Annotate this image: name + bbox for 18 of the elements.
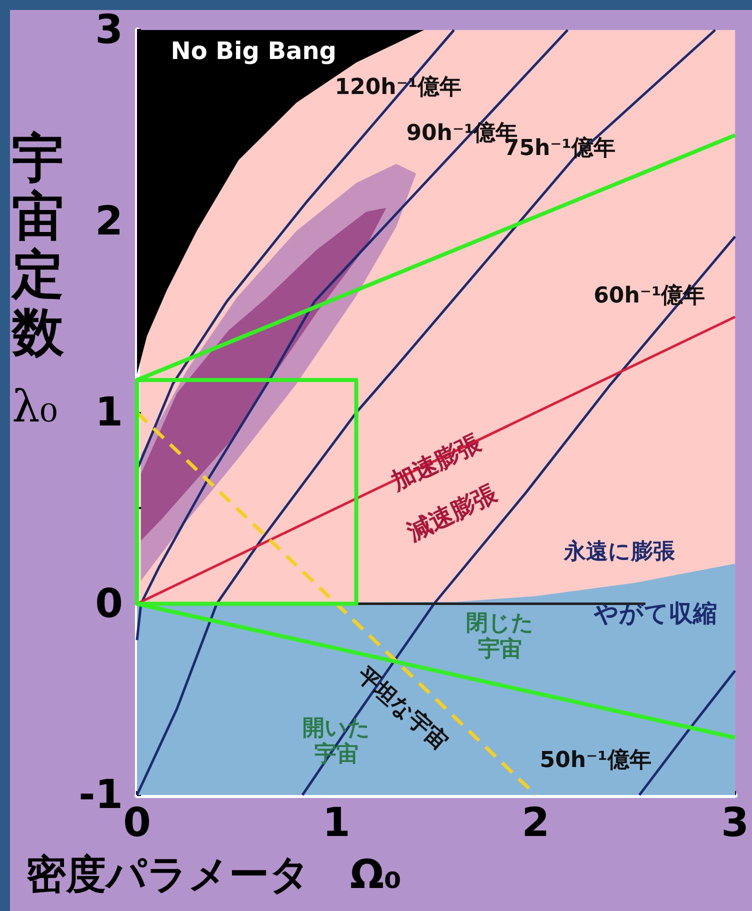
y-tick-label: 2 [95,198,123,244]
y-tick-label: -1 [78,772,123,818]
annotation: 永遠に膨張 [562,538,676,565]
x-tick-label: 0 [123,800,151,846]
annotation: 60h⁻¹億年 [594,283,706,308]
line-series [301,235,736,796]
annotation: 閉じた宇宙 [466,610,534,662]
y-tick-label: 0 [95,580,123,627]
annotation: 50h⁻¹億年 [540,748,652,774]
y-tick-label: 1 [95,390,123,436]
y-tick-label: 3 [95,7,123,53]
annotation: やがて収縮 [592,599,717,628]
x-axis-title: 密度パラメータ Ω₀ [26,852,402,898]
x-tick-label: 1 [322,800,350,846]
annotation: No Big Bang [170,37,336,66]
y-axis-title: 宇宙定数 λ₀ [10,129,65,432]
x-tick-label: 3 [721,800,750,846]
x-tick-label: 2 [522,800,550,846]
